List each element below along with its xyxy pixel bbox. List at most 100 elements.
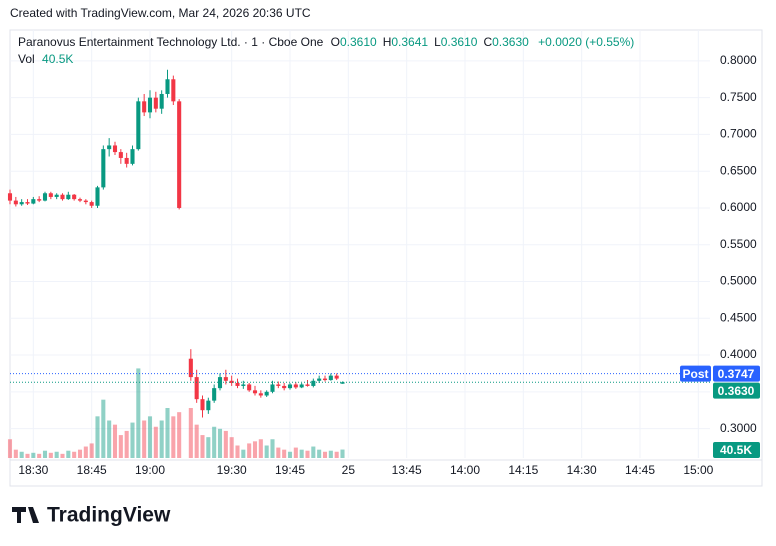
x-tick-label: 18:30 <box>18 463 48 477</box>
candle-body <box>136 101 141 150</box>
candle-body <box>328 375 333 381</box>
volume-bar <box>340 449 345 458</box>
volume-bar <box>25 453 30 458</box>
price-label: 0.3747 <box>718 367 755 381</box>
volume-bar <box>276 447 281 458</box>
volume-bar <box>252 441 258 458</box>
candle-body <box>229 380 234 383</box>
volume-bar <box>83 446 88 458</box>
x-tick-label: 14:00 <box>450 463 480 477</box>
candle-body <box>287 384 293 389</box>
candle-body <box>25 202 30 204</box>
volume-label-box <box>713 442 760 458</box>
ohlc-key: L <box>434 35 441 49</box>
volume-bar <box>270 439 275 458</box>
candle-body <box>322 378 328 381</box>
candle-body <box>31 199 36 204</box>
ohlc-key: O <box>330 35 340 49</box>
price-line-tag-box <box>680 365 711 382</box>
y-tick-label: 0.6500 <box>720 163 757 177</box>
legend-row: Vol 40.5K <box>18 51 634 68</box>
volume-bar <box>188 408 193 458</box>
volume-bar <box>287 451 293 458</box>
volume-bar <box>13 449 18 458</box>
volume-bar <box>206 437 211 458</box>
volume-bar <box>258 439 263 458</box>
ohlc-key: C <box>483 35 493 49</box>
candle-body <box>101 149 106 188</box>
volume-bar <box>293 447 298 458</box>
legend: Paranovus Entertainment Technology Ltd. … <box>18 34 634 68</box>
volume-bar <box>147 416 153 458</box>
ohlc-value: 0.3630 <box>492 35 529 49</box>
candle-body <box>282 385 287 389</box>
volume-bar <box>317 449 322 458</box>
volume-bar <box>153 426 158 458</box>
x-tick-label: 19:30 <box>217 463 247 477</box>
volume-bar <box>48 452 53 458</box>
volume-bar <box>112 424 118 458</box>
candle-body <box>54 194 59 197</box>
volume-bar <box>130 422 135 458</box>
volume-bar <box>95 416 100 458</box>
candle-body <box>194 377 199 400</box>
candle-body <box>77 199 83 201</box>
candle-body <box>206 400 211 411</box>
legend-volume: 40.5K <box>42 52 74 66</box>
y-tick-label: 0.4000 <box>720 347 757 361</box>
candle-body <box>252 390 258 394</box>
brand: TradingView <box>47 504 171 527</box>
candle-body <box>112 145 118 153</box>
volume <box>7 368 345 458</box>
volume-bar <box>118 435 123 458</box>
candle-body <box>147 97 153 113</box>
y-tick-label: 0.8000 <box>720 53 757 67</box>
volume-bar <box>124 430 129 458</box>
x-tick-label: 25 <box>342 463 356 477</box>
volume-label: 40.5K <box>720 443 752 457</box>
candle-body <box>107 145 112 150</box>
ohlc: O0.3610 H0.3641 L0.3610 C0.3630 <box>327 34 529 51</box>
candle-body <box>60 194 65 200</box>
price-label: 0.3630 <box>718 384 755 398</box>
volume-bar <box>101 399 106 458</box>
y-tick-label: 0.4500 <box>720 310 757 324</box>
volume-bar <box>282 449 287 458</box>
candle-body <box>247 384 252 391</box>
candle-body <box>130 149 135 164</box>
x-tick-label: 14:15 <box>508 463 538 477</box>
volume-bar <box>212 426 217 458</box>
candle-body <box>270 384 275 392</box>
candle-body <box>212 388 217 401</box>
candle-body <box>317 378 322 381</box>
candle-body <box>340 382 345 384</box>
candle-body <box>42 193 48 201</box>
candle-body <box>293 384 298 388</box>
candle-body <box>177 101 182 208</box>
volume-bar <box>223 430 228 458</box>
legend-change: +0.0020 (+0.55%) <box>538 35 635 49</box>
candle-body <box>311 380 316 386</box>
price-label-box <box>713 382 760 399</box>
ohlc-value: 0.3641 <box>391 35 429 49</box>
candle-body <box>165 79 170 94</box>
volume-bar <box>165 408 170 458</box>
candle-body <box>48 193 53 197</box>
y-tick-label: 0.7500 <box>720 90 757 104</box>
logo <box>12 507 39 523</box>
candle-body <box>153 97 158 109</box>
volume-bar <box>235 445 240 458</box>
volume-bar <box>194 424 199 458</box>
y-tick-label: 0.5000 <box>720 274 757 288</box>
candle-body <box>13 200 18 205</box>
volume-bar <box>54 451 59 458</box>
candle-body <box>95 187 100 206</box>
candle-body <box>7 193 13 201</box>
candle-body <box>37 199 42 201</box>
candle-body <box>276 384 281 386</box>
x-tick-label: 19:45 <box>275 463 305 477</box>
y-tick-label: 0.5500 <box>720 237 757 251</box>
volume-bar <box>305 450 310 458</box>
legend-volume-key: Vol <box>18 52 35 66</box>
chart-frame <box>9 29 763 487</box>
